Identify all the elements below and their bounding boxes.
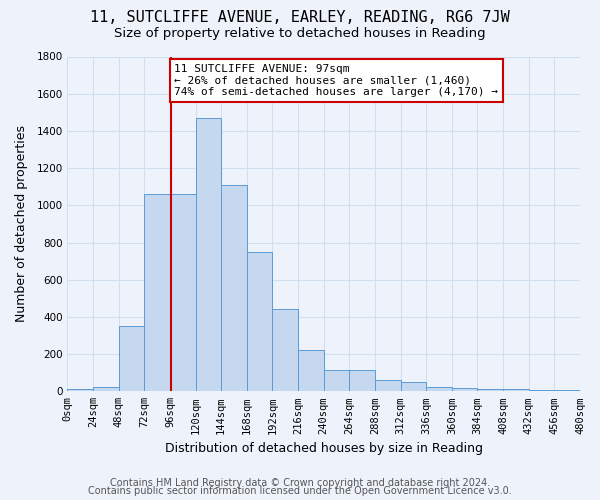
Bar (272, 310, 298, 392)
Bar (401, 382, 426, 392)
Bar (298, 350, 324, 392)
Bar (170, 194, 196, 392)
Bar (375, 380, 401, 392)
Bar (503, 390, 529, 392)
Bar (145, 194, 170, 392)
Text: Size of property relative to detached houses in Reading: Size of property relative to detached ho… (114, 28, 486, 40)
Bar (478, 388, 503, 392)
Bar (221, 185, 247, 392)
Bar (426, 386, 452, 392)
Bar (119, 326, 145, 392)
Bar (452, 388, 478, 392)
Text: Contains HM Land Registry data © Crown copyright and database right 2024.: Contains HM Land Registry data © Crown c… (110, 478, 490, 488)
Bar (196, 118, 221, 392)
Bar (247, 252, 272, 392)
Bar (529, 390, 554, 392)
Bar (324, 370, 349, 392)
Bar (554, 390, 580, 392)
Y-axis label: Number of detached properties: Number of detached properties (15, 126, 28, 322)
Text: 11 SUTCLIFFE AVENUE: 97sqm
← 26% of detached houses are smaller (1,460)
74% of s: 11 SUTCLIFFE AVENUE: 97sqm ← 26% of deta… (174, 64, 498, 97)
Text: Contains public sector information licensed under the Open Government Licence v3: Contains public sector information licen… (88, 486, 512, 496)
X-axis label: Distribution of detached houses by size in Reading: Distribution of detached houses by size … (165, 442, 483, 455)
Bar (349, 370, 375, 392)
Bar (93, 386, 119, 392)
Bar (67, 390, 93, 392)
Text: 11, SUTCLIFFE AVENUE, EARLEY, READING, RG6 7JW: 11, SUTCLIFFE AVENUE, EARLEY, READING, R… (90, 10, 510, 25)
